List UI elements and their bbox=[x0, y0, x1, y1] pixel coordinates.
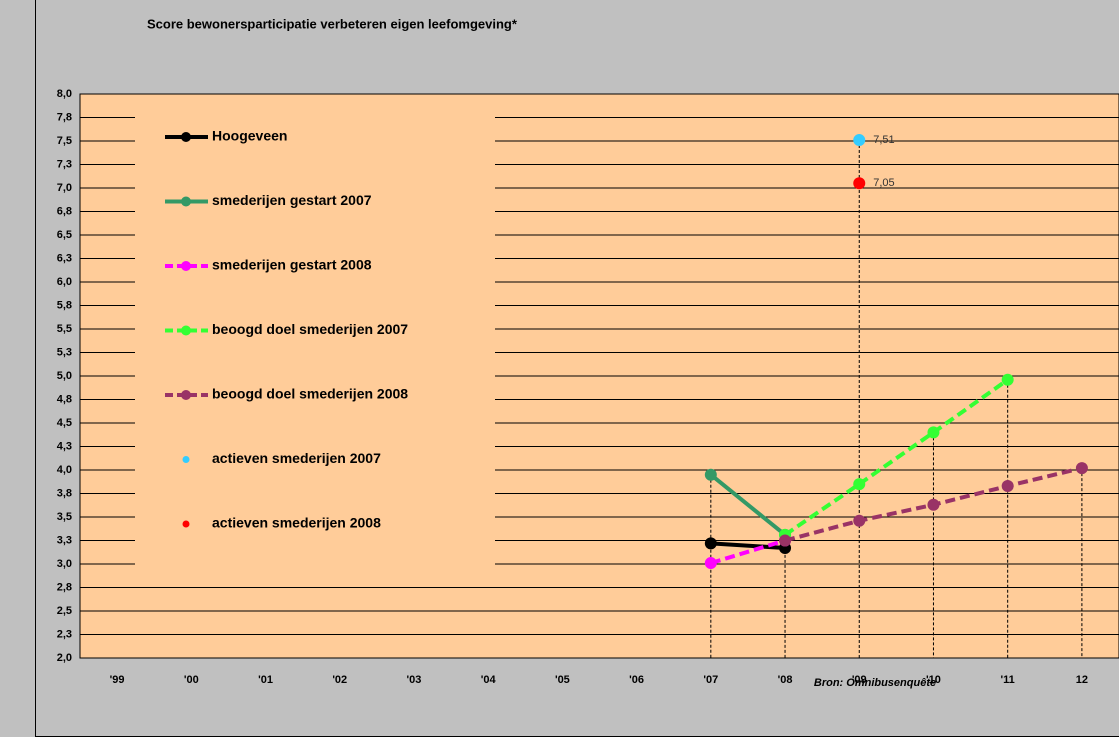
y-tick-label: 7,0 bbox=[57, 182, 72, 194]
data-label: 7,51 bbox=[873, 134, 894, 146]
x-tick-label: '09 bbox=[852, 674, 867, 686]
legend-marker bbox=[182, 520, 190, 528]
x-tick-label: '06 bbox=[629, 674, 644, 686]
legend-label: beoogd doel smederijen 2007 bbox=[212, 321, 408, 337]
legend-marker bbox=[181, 132, 191, 142]
y-tick-label: 2,8 bbox=[57, 581, 72, 593]
data-point bbox=[927, 498, 940, 511]
legend-marker bbox=[181, 261, 191, 271]
data-point bbox=[704, 468, 717, 481]
x-tick-label: 12 bbox=[1076, 674, 1088, 686]
x-tick-label: '02 bbox=[332, 674, 347, 686]
y-tick-label: 7,8 bbox=[57, 111, 72, 123]
legend-marker bbox=[181, 325, 191, 336]
y-tick-label: 7,5 bbox=[57, 135, 72, 147]
legend-label: beoogd doel smederijen 2008 bbox=[212, 386, 408, 402]
data-point bbox=[704, 537, 717, 550]
legend-label: smederijen gestart 2008 bbox=[212, 257, 372, 273]
y-tick-label: 6,5 bbox=[57, 229, 72, 241]
y-tick-label: 5,0 bbox=[57, 370, 72, 382]
y-tick-label: 2,5 bbox=[57, 605, 72, 617]
data-point bbox=[853, 177, 866, 190]
data-point bbox=[704, 557, 717, 570]
y-tick-label: 2,3 bbox=[57, 628, 72, 640]
source-note: Bron: Omnibusenquête bbox=[814, 677, 936, 689]
series-line bbox=[709, 473, 787, 537]
data-point bbox=[853, 478, 866, 491]
y-tick-label: 5,8 bbox=[57, 299, 72, 311]
y-tick-label: 3,0 bbox=[57, 558, 72, 570]
x-tick-label: '03 bbox=[407, 674, 422, 686]
series-line bbox=[710, 541, 786, 551]
legend-entry: smederijen gestart 2007 bbox=[165, 192, 372, 208]
x-tick-label: '04 bbox=[481, 674, 497, 686]
series-line bbox=[710, 538, 786, 565]
data-label: 7,05 bbox=[873, 177, 894, 189]
data-point bbox=[779, 534, 792, 547]
x-tick-label: '01 bbox=[258, 674, 273, 686]
chart-subtitle: Score bewonersparticipatie verbeteren ei… bbox=[147, 16, 518, 31]
x-tick-label: '99 bbox=[110, 674, 125, 686]
y-tick-label: 3,5 bbox=[57, 511, 72, 523]
x-tick-label: '07 bbox=[703, 674, 718, 686]
y-tick-label: 5,5 bbox=[57, 323, 72, 335]
data-point bbox=[1001, 479, 1014, 492]
y-tick-label: 6,3 bbox=[57, 252, 72, 264]
legend-label: Hoogeveen bbox=[212, 128, 287, 144]
y-tick-label: 4,3 bbox=[57, 440, 72, 452]
y-tick-label: 4,0 bbox=[57, 464, 72, 476]
data-point bbox=[927, 426, 940, 439]
legend-label: actieven smederijen 2008 bbox=[212, 515, 381, 531]
legend-marker bbox=[181, 390, 191, 400]
x-tick-label: '05 bbox=[555, 674, 570, 686]
legend-entry: beoogd doel smederijen 2007 bbox=[165, 321, 408, 337]
x-tick-label: '08 bbox=[778, 674, 793, 686]
legend-label: smederijen gestart 2007 bbox=[212, 192, 372, 208]
data-point bbox=[1001, 373, 1014, 386]
legend-marker bbox=[182, 456, 190, 463]
y-tick-label: 6,0 bbox=[57, 276, 72, 288]
data-point bbox=[853, 514, 866, 527]
legend-marker bbox=[181, 196, 191, 207]
legend-entry: smederijen gestart 2008 bbox=[165, 257, 372, 273]
x-tick-label: '00 bbox=[184, 674, 199, 686]
y-tick-label: 3,3 bbox=[57, 534, 72, 546]
y-tick-label: 2,0 bbox=[57, 652, 72, 664]
legend bbox=[135, 100, 495, 575]
y-tick-label: 8,0 bbox=[57, 88, 72, 100]
y-tick-label: 4,8 bbox=[57, 393, 72, 405]
legend-entry: Hoogeveen bbox=[165, 128, 287, 144]
x-tick-label: '10 bbox=[926, 674, 941, 686]
y-tick-label: 4,5 bbox=[57, 417, 72, 429]
y-tick-label: 5,3 bbox=[57, 346, 72, 358]
legend-label: actieven smederijen 2007 bbox=[212, 450, 381, 466]
data-point bbox=[1075, 462, 1088, 475]
legend-entry: actieven smederijen 2007 bbox=[182, 450, 381, 466]
data-point bbox=[853, 134, 866, 147]
legend-entry: beoogd doel smederijen 2008 bbox=[165, 386, 408, 402]
y-tick-label: 6,8 bbox=[57, 205, 72, 217]
y-tick-label: 7,3 bbox=[57, 158, 72, 170]
legend-entry: actieven smederijen 2008 bbox=[182, 515, 381, 531]
x-tick-label: '11 bbox=[1001, 674, 1015, 686]
y-tick-label: 3,8 bbox=[57, 487, 72, 499]
series-line bbox=[783, 378, 1009, 537]
